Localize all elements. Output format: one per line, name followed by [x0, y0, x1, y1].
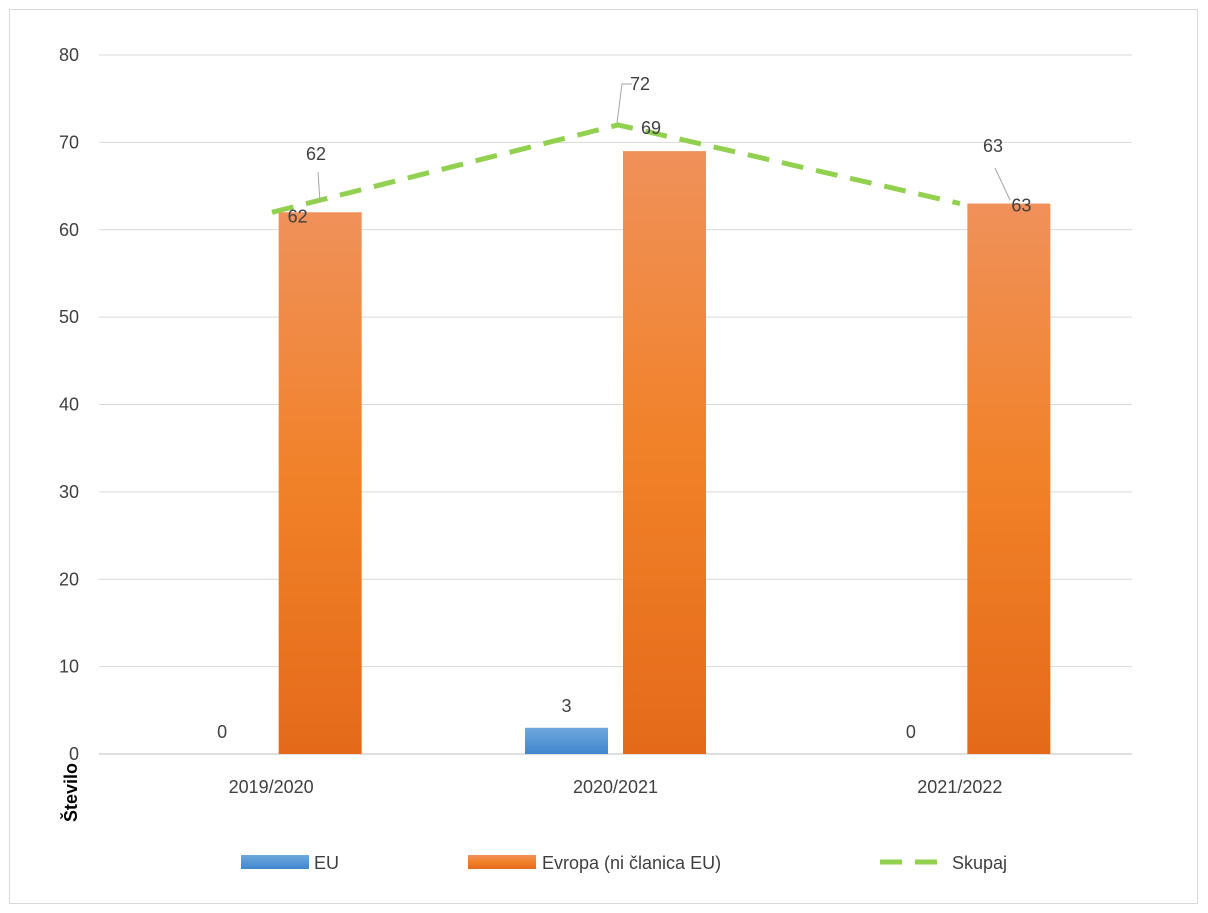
- data-label-skupaj: 72: [630, 74, 650, 94]
- bar-eu: [525, 727, 608, 754]
- legend-label-skupaj: Skupaj: [952, 853, 1007, 873]
- y-axis-title: Število: [60, 763, 81, 822]
- data-label-evropa: 63: [1011, 196, 1031, 216]
- data-label-evropa: 69: [641, 118, 661, 138]
- data-label-eu: 3: [561, 696, 571, 716]
- data-label-skupaj: 63: [983, 136, 1003, 156]
- legend-swatch-eu: [241, 855, 309, 869]
- y-tick-label: 50: [59, 307, 79, 327]
- x-axis-ticks: 2019/2020 2020/2021 2021/2022: [229, 777, 1003, 797]
- legend-label-evropa: Evropa (ni članica EU): [542, 853, 721, 873]
- bars: [278, 151, 1051, 755]
- data-label-skupaj: 62: [306, 144, 326, 164]
- data-labels: 0 62 3 69 0 63 62 72 63: [217, 74, 1031, 742]
- y-tick-label: 40: [59, 395, 79, 415]
- data-label-eu: 0: [217, 722, 227, 742]
- x-tick-label: 2021/2022: [917, 777, 1002, 797]
- y-axis-ticks: 0 10 20 30 40 50 60 70 80: [59, 45, 79, 764]
- bar-evropa: [278, 212, 362, 754]
- legend-label-eu: EU: [314, 853, 339, 873]
- y-tick-label: 10: [59, 657, 79, 677]
- legend: EU Evropa (ni članica EU) Skupaj: [241, 853, 1007, 873]
- x-tick-label: 2019/2020: [229, 777, 314, 797]
- total-line: [271, 122, 961, 215]
- leader-line: [994, 167, 1011, 201]
- data-label-eu: 0: [906, 722, 916, 742]
- bar-evropa: [967, 203, 1051, 755]
- chart-frame: [9, 9, 1198, 904]
- y-tick-label: 30: [59, 482, 79, 502]
- y-tick-label: 20: [59, 569, 79, 589]
- y-tick-label: 80: [59, 45, 79, 65]
- bar-evropa: [623, 151, 706, 755]
- legend-swatch-evropa: [468, 855, 536, 869]
- y-tick-label: 70: [59, 132, 79, 152]
- line-skupaj: [271, 122, 961, 215]
- gridlines: [99, 54, 1132, 755]
- leader-line: [317, 171, 321, 203]
- x-tick-label: 2020/2021: [573, 777, 658, 797]
- leader-line: [616, 83, 632, 124]
- y-tick-label: 60: [59, 220, 79, 240]
- data-label-evropa: 62: [288, 206, 308, 226]
- y-tick-label: 0: [69, 744, 79, 764]
